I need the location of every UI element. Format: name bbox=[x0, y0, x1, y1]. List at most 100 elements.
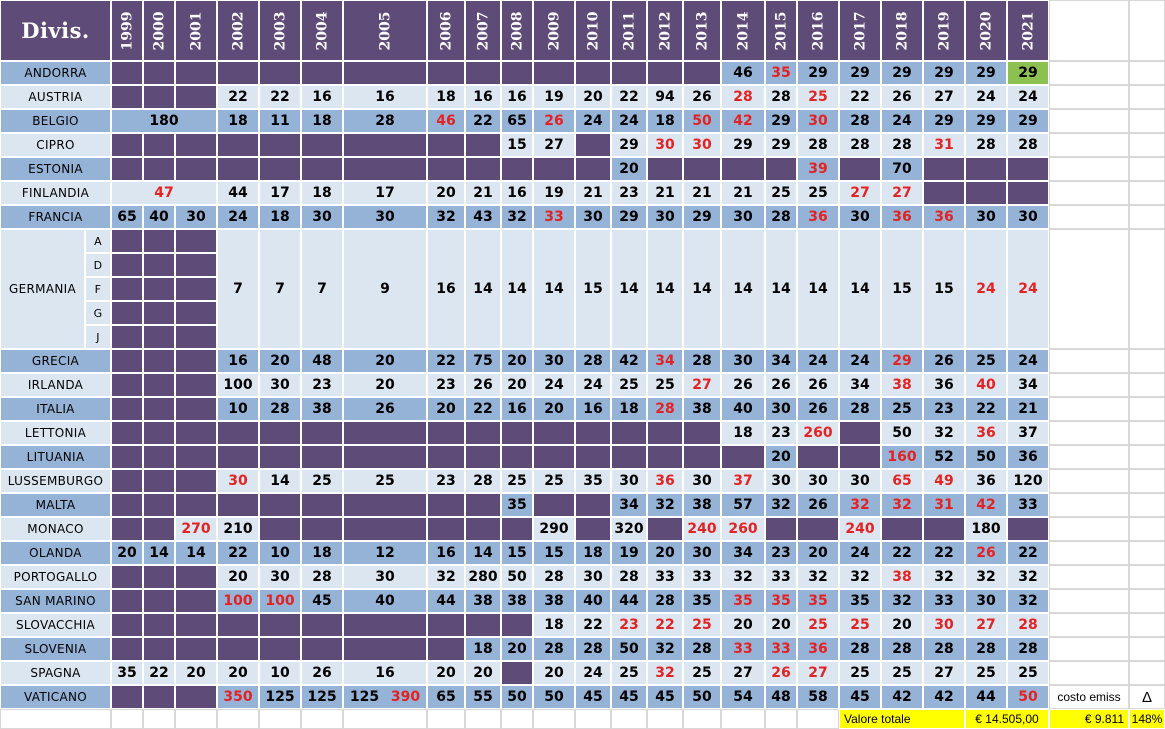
empty-cell[interactable] bbox=[1129, 349, 1165, 373]
value-cell[interactable]: 280 bbox=[465, 565, 501, 589]
value-cell[interactable]: 35 bbox=[765, 589, 797, 613]
value-cell[interactable]: 35 bbox=[501, 493, 533, 517]
germania-mint-j[interactable]: J bbox=[85, 325, 111, 349]
value-cell[interactable]: 20 bbox=[647, 541, 683, 565]
value-cell[interactable]: 26 bbox=[343, 397, 427, 421]
year-header-2015[interactable]: 2015 bbox=[765, 0, 797, 61]
value-cell[interactable]: 32 bbox=[881, 493, 923, 517]
value-cell[interactable]: 28 bbox=[533, 637, 575, 661]
empty-purple-cell[interactable] bbox=[111, 373, 143, 397]
value-cell[interactable]: 25 bbox=[533, 469, 575, 493]
value-cell[interactable]: 20 bbox=[765, 445, 797, 469]
empty-purple-cell[interactable] bbox=[647, 61, 683, 85]
year-header-2016[interactable]: 2016 bbox=[797, 0, 839, 61]
value-cell[interactable]: 25 bbox=[1007, 661, 1049, 685]
country-italia[interactable]: ITALIA bbox=[0, 397, 111, 421]
value-cell[interactable]: 25 bbox=[965, 349, 1007, 373]
value-cell[interactable]: 20 bbox=[797, 541, 839, 565]
year-header-2012[interactable]: 2012 bbox=[647, 0, 683, 61]
value-cell[interactable]: 50 bbox=[683, 685, 721, 709]
empty-purple-cell[interactable] bbox=[143, 325, 175, 349]
empty-purple-cell[interactable] bbox=[427, 445, 465, 469]
empty-purple-cell[interactable] bbox=[143, 133, 175, 157]
empty-purple-cell[interactable] bbox=[259, 61, 301, 85]
empty-purple-cell[interactable] bbox=[611, 421, 647, 445]
empty-purple-cell[interactable] bbox=[175, 301, 217, 325]
empty-cell[interactable] bbox=[1049, 61, 1129, 85]
value-cell[interactable]: 30 bbox=[797, 109, 839, 133]
value-cell[interactable]: 36 bbox=[881, 205, 923, 229]
value-cell[interactable]: 30 bbox=[301, 205, 343, 229]
country-spagna[interactable]: SPAGNA bbox=[0, 661, 111, 685]
value-cell[interactable]: 45 bbox=[839, 685, 881, 709]
value-cell[interactable]: 29 bbox=[965, 109, 1007, 133]
value-cell[interactable]: 34 bbox=[765, 349, 797, 373]
value-cell[interactable]: 22 bbox=[839, 85, 881, 109]
value-cell[interactable]: 29 bbox=[881, 61, 923, 85]
empty-purple-cell[interactable] bbox=[647, 157, 683, 181]
value-cell[interactable]: 25 bbox=[501, 469, 533, 493]
value-cell[interactable]: 33 bbox=[765, 637, 797, 661]
empty-cell[interactable] bbox=[1049, 565, 1129, 589]
empty-purple-cell[interactable] bbox=[575, 157, 611, 181]
empty-cell[interactable] bbox=[1049, 85, 1129, 109]
value-cell[interactable]: 65 bbox=[111, 205, 143, 229]
value-cell[interactable]: 24 bbox=[1007, 229, 1049, 349]
value-cell[interactable]: 21 bbox=[683, 181, 721, 205]
value-cell[interactable]: 22 bbox=[217, 85, 259, 109]
value-cell[interactable]: 16 bbox=[217, 349, 259, 373]
value-cell[interactable]: 26 bbox=[965, 541, 1007, 565]
value-cell[interactable]: 25 bbox=[797, 613, 839, 637]
empty-purple-cell[interactable] bbox=[427, 61, 465, 85]
value-cell[interactable]: 29 bbox=[839, 61, 881, 85]
value-cell[interactable]: 24 bbox=[965, 229, 1007, 349]
value-cell[interactable]: 28 bbox=[1007, 133, 1049, 157]
value-cell[interactable]: 16 bbox=[575, 397, 611, 421]
value-cell[interactable]: 35 bbox=[839, 589, 881, 613]
country-austria[interactable]: AUSTRIA bbox=[0, 85, 111, 109]
empty-cell[interactable] bbox=[427, 709, 465, 729]
value-cell[interactable]: 22 bbox=[465, 397, 501, 421]
value-cell[interactable]: 32 bbox=[647, 493, 683, 517]
value-cell[interactable]: 14 bbox=[259, 469, 301, 493]
empty-purple-cell[interactable] bbox=[143, 685, 175, 709]
empty-purple-cell[interactable] bbox=[533, 493, 575, 517]
country-lettonia[interactable]: LETTONIA bbox=[0, 421, 111, 445]
value-cell[interactable]: 36 bbox=[1007, 445, 1049, 469]
empty-purple-cell[interactable] bbox=[111, 565, 143, 589]
value-cell[interactable]: 29 bbox=[1007, 61, 1049, 85]
empty-cell[interactable] bbox=[1049, 661, 1129, 685]
value-cell[interactable]: 35 bbox=[721, 589, 765, 613]
empty-purple-cell[interactable] bbox=[839, 421, 881, 445]
value-cell[interactable]: 28 bbox=[839, 637, 881, 661]
empty-purple-cell[interactable] bbox=[923, 517, 965, 541]
empty-purple-cell[interactable] bbox=[111, 637, 143, 661]
value-cell[interactable]: 48 bbox=[301, 349, 343, 373]
empty-purple-cell[interactable] bbox=[501, 517, 533, 541]
value-cell[interactable]: 22 bbox=[259, 85, 301, 109]
value-cell[interactable]: 33 bbox=[683, 565, 721, 589]
empty-cell[interactable] bbox=[1049, 445, 1129, 469]
empty-purple-cell[interactable] bbox=[111, 445, 143, 469]
empty-purple-cell[interactable] bbox=[343, 157, 427, 181]
empty-purple-cell[interactable] bbox=[175, 469, 217, 493]
value-cell[interactable]: 16 bbox=[501, 85, 533, 109]
year-header-2017[interactable]: 2017 bbox=[839, 0, 881, 61]
value-cell[interactable]: 22 bbox=[575, 613, 611, 637]
empty-purple-cell[interactable] bbox=[111, 301, 143, 325]
value-cell[interactable]: 14 bbox=[465, 229, 501, 349]
value-cell[interactable]: 49 bbox=[923, 469, 965, 493]
value-cell[interactable]: 42 bbox=[923, 685, 965, 709]
empty-purple-cell[interactable] bbox=[111, 133, 143, 157]
value-cell[interactable]: 20 bbox=[343, 373, 427, 397]
empty-purple-cell[interactable] bbox=[301, 613, 343, 637]
empty-purple-cell[interactable] bbox=[301, 637, 343, 661]
value-cell[interactable]: 32 bbox=[501, 205, 533, 229]
value-cell[interactable]: 32 bbox=[923, 421, 965, 445]
empty-purple-cell[interactable] bbox=[533, 157, 575, 181]
value-cell[interactable]: 22 bbox=[965, 397, 1007, 421]
value-cell[interactable]: 29 bbox=[965, 61, 1007, 85]
value-cell[interactable]: 45 bbox=[575, 685, 611, 709]
empty-cell[interactable] bbox=[175, 709, 217, 729]
value-cell[interactable]: 28 bbox=[965, 133, 1007, 157]
